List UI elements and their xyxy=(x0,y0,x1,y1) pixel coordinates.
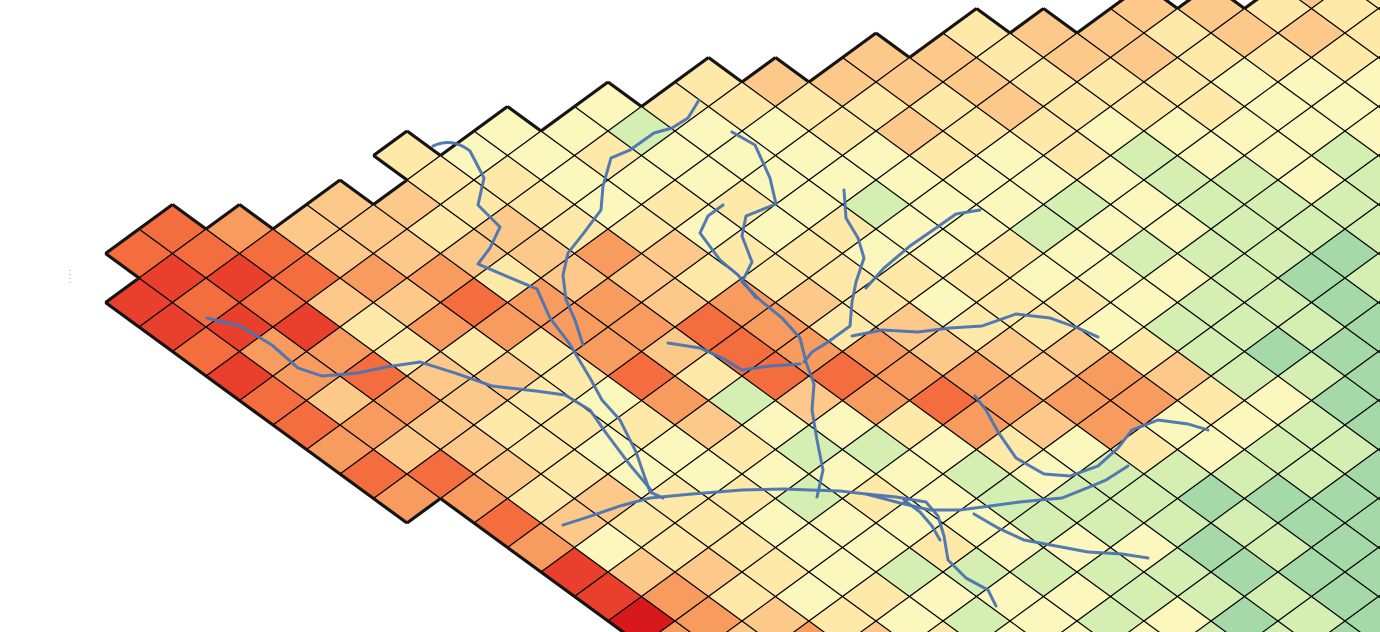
grid-cell xyxy=(927,620,959,632)
river-line xyxy=(698,203,758,300)
river-line xyxy=(864,208,982,290)
grid-cell xyxy=(1344,105,1380,157)
grid-cell xyxy=(726,620,758,632)
grid-cell xyxy=(1344,497,1380,549)
grid-cells xyxy=(104,0,1380,632)
river-line xyxy=(666,341,802,372)
grid-cell xyxy=(860,620,892,632)
river-line xyxy=(205,316,653,492)
grid-cell xyxy=(659,620,691,632)
river-line xyxy=(902,498,942,542)
river-network xyxy=(205,98,1210,608)
grid-cell xyxy=(1262,620,1294,632)
river-line xyxy=(431,140,665,500)
grid-cell xyxy=(1061,620,1093,632)
river-line xyxy=(972,512,1150,560)
grid-cell xyxy=(1344,56,1380,108)
grid-cell xyxy=(1128,620,1160,632)
region-boundary xyxy=(104,0,1259,632)
grid-cell xyxy=(1329,620,1361,632)
river-line xyxy=(973,394,1210,478)
grid-cell xyxy=(1344,546,1380,598)
grid-cell xyxy=(1344,154,1380,206)
grid-cell xyxy=(1344,595,1380,632)
river-line xyxy=(730,130,825,499)
river-line xyxy=(850,312,1100,339)
grid-cell xyxy=(1344,399,1380,451)
grid-cell xyxy=(1344,203,1380,255)
grid-cell xyxy=(1365,0,1380,10)
grid-cell xyxy=(1344,448,1380,500)
river-line xyxy=(802,188,866,364)
river-line xyxy=(561,98,701,347)
river-line xyxy=(864,464,1130,512)
region-outline xyxy=(104,0,1259,632)
grid-cell xyxy=(1344,301,1380,353)
river-line xyxy=(561,487,998,608)
grid-cell xyxy=(793,620,825,632)
grid-cell xyxy=(1344,252,1380,304)
grid-cell xyxy=(1344,350,1380,402)
grid-cell xyxy=(994,620,1026,632)
grid-cell xyxy=(1298,0,1325,10)
grid-cell xyxy=(1344,7,1380,59)
grid-cell xyxy=(1195,620,1227,632)
